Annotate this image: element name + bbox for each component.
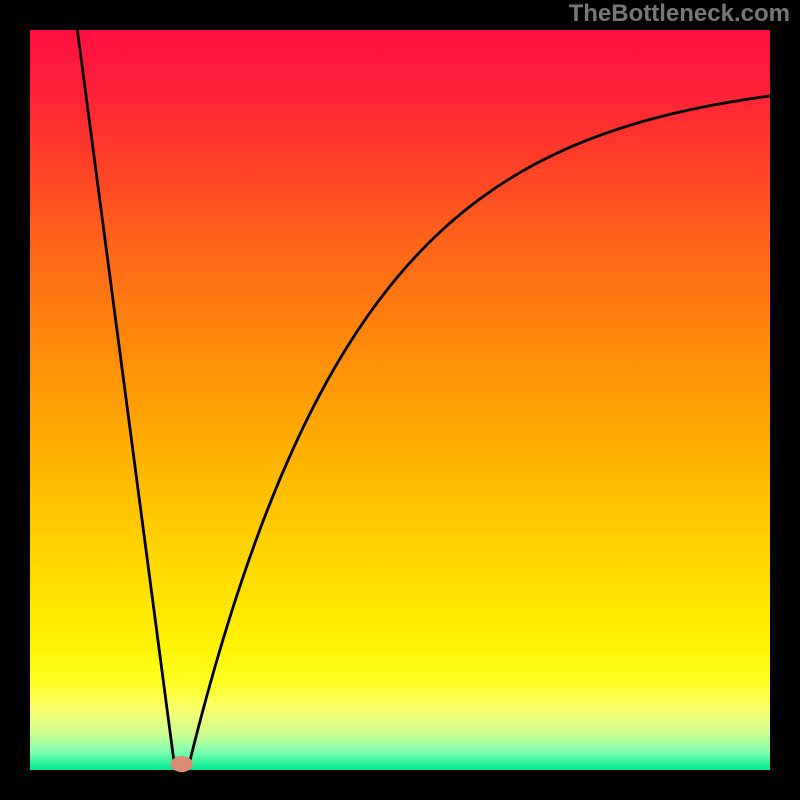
chart-svg — [0, 0, 800, 800]
watermark-text: TheBottleneck.com — [569, 0, 790, 28]
optimum-marker — [171, 756, 193, 772]
gradient-plot-area — [30, 30, 770, 770]
